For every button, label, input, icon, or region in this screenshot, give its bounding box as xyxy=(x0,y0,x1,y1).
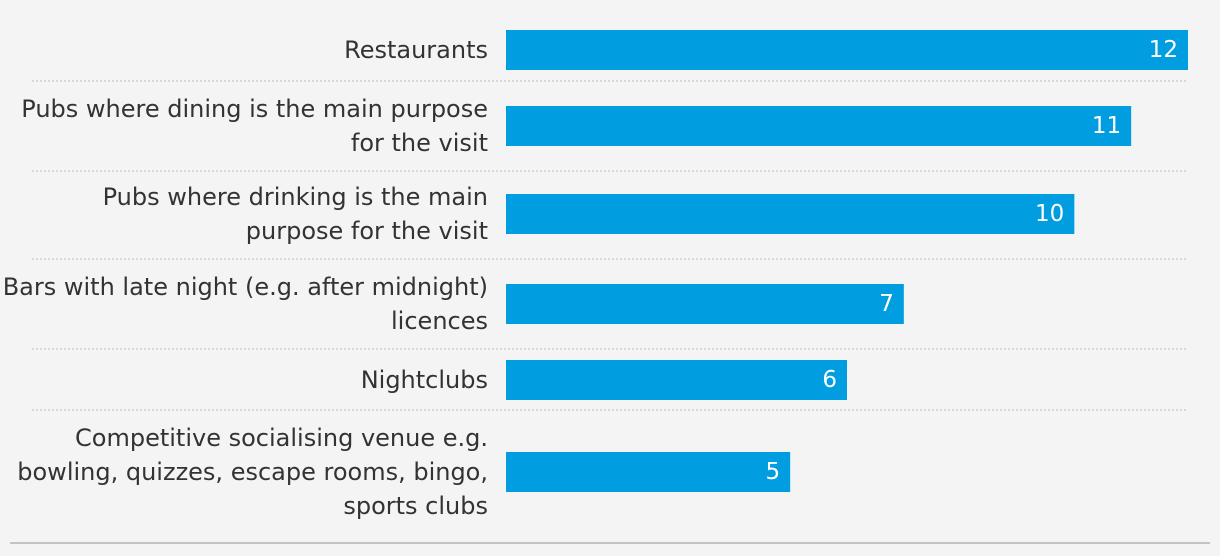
category-label-line: Pubs where drinking is the main xyxy=(103,183,488,211)
category-label-line: Pubs where dining is the main purpose xyxy=(21,95,488,123)
category-label: Bars with late night (e.g. after midnigh… xyxy=(3,273,488,335)
bar-value-label: 7 xyxy=(879,291,894,317)
row-separators xyxy=(32,80,1188,411)
bar-value-label: 5 xyxy=(766,459,781,485)
category-label-line: Competitive socialising venue e.g. xyxy=(75,424,488,452)
bar-value-label: 10 xyxy=(1035,201,1064,227)
category-label-line: for the visit xyxy=(351,129,488,157)
category-label-line: Bars with late night (e.g. after midnigh… xyxy=(3,273,488,301)
category-label: Competitive socialising venue e.g. bowlin… xyxy=(17,424,488,520)
bar-value-label: 12 xyxy=(1149,37,1178,63)
bar-value-label: 6 xyxy=(822,367,837,393)
bar xyxy=(506,452,791,492)
category-label: Pubs where dining is the main purpose for… xyxy=(21,95,488,157)
bar xyxy=(506,106,1132,146)
category-labels: Restaurants Pubs where dining is the main… xyxy=(3,36,488,520)
bar xyxy=(506,30,1188,70)
category-label: Nightclubs xyxy=(361,366,488,394)
category-label-line: purpose for the visit xyxy=(246,217,488,245)
bar-value-label: 11 xyxy=(1092,113,1121,139)
category-label-line: bowling, quizzes, escape rooms, bingo, xyxy=(17,458,488,486)
bar xyxy=(506,284,904,324)
category-label: Restaurants xyxy=(344,36,488,64)
value-labels: 12 11 10 7 6 5 xyxy=(766,37,1178,485)
category-label: Pubs where drinking is the main purpose f… xyxy=(103,183,488,245)
bar xyxy=(506,360,847,400)
category-label-line: sports clubs xyxy=(343,492,488,520)
bar xyxy=(506,194,1075,234)
category-label-line: licences xyxy=(391,307,488,335)
category-label-line: Restaurants xyxy=(344,36,488,64)
category-label-line: Nightclubs xyxy=(361,366,488,394)
bars xyxy=(506,30,1188,492)
